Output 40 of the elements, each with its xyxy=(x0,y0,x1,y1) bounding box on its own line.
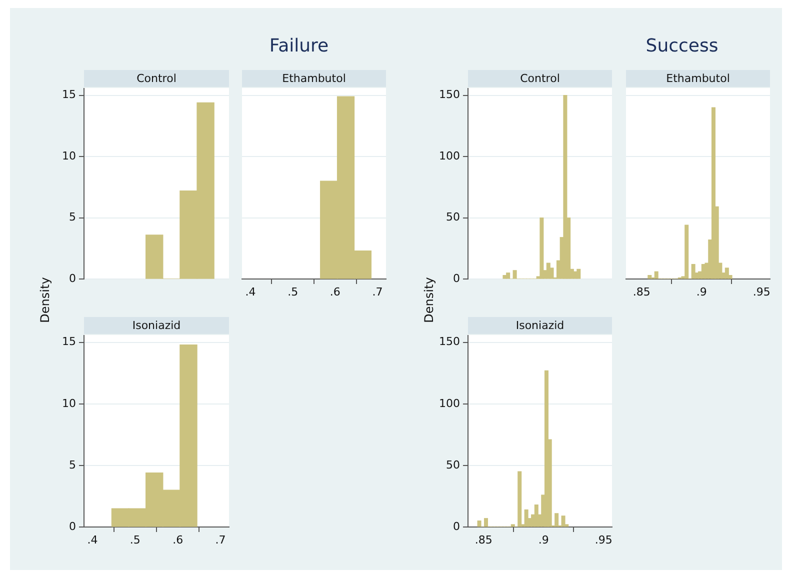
x-tick-label: .7 xyxy=(215,533,226,546)
y-tick-label: 5 xyxy=(69,458,76,472)
x-tick-label: .4 xyxy=(87,533,98,546)
chart-title: Ethambutol xyxy=(626,70,770,87)
y-tick-label: 10 xyxy=(62,149,76,162)
x-tick-label: .6 xyxy=(330,285,340,298)
y-tick-label: 10 xyxy=(62,396,76,410)
y-axis-title: Density xyxy=(38,277,52,323)
x-tick-label: .5 xyxy=(130,533,140,546)
y-tick-label: 15 xyxy=(62,335,76,348)
y-tick-label: 150 xyxy=(439,335,460,348)
chart-title: Control xyxy=(84,70,229,87)
y-tick-label: 0 xyxy=(69,272,76,285)
text: Success xyxy=(646,36,718,56)
y-tick-label: 0 xyxy=(453,272,460,285)
y-tick-label: 5 xyxy=(69,210,76,224)
x-tick-label: .95 xyxy=(594,533,612,546)
x-tick-label: .6 xyxy=(172,533,184,546)
x-tick-label: .5 xyxy=(288,285,298,298)
x-tick-label: .9 xyxy=(538,533,549,546)
y-tick-label: 0 xyxy=(453,520,460,533)
chart-title: Ethambutol xyxy=(242,70,386,87)
x-tick-label: .4 xyxy=(245,285,256,298)
chart-title: Isoniazid xyxy=(468,317,612,334)
text: Failure xyxy=(269,36,329,56)
x-tick-label: .7 xyxy=(372,285,383,298)
y-tick-label: 150 xyxy=(439,88,460,102)
x-tick-label: .85 xyxy=(632,285,650,298)
y-tick-label: 50 xyxy=(446,458,460,472)
y-tick-label: 50 xyxy=(446,210,460,224)
y-tick-label: 0 xyxy=(69,520,76,533)
y-tick-label: 100 xyxy=(439,396,460,410)
y-axis-title: Density xyxy=(422,277,436,323)
x-tick-label: .85 xyxy=(474,533,492,546)
y-tick-label: 15 xyxy=(62,88,76,102)
y-tick-label: 100 xyxy=(439,149,460,162)
chart-title: Isoniazid xyxy=(84,317,229,334)
x-tick-label: .95 xyxy=(752,285,770,298)
x-tick-label: .9 xyxy=(696,285,707,298)
chart-title: Control xyxy=(468,70,612,87)
